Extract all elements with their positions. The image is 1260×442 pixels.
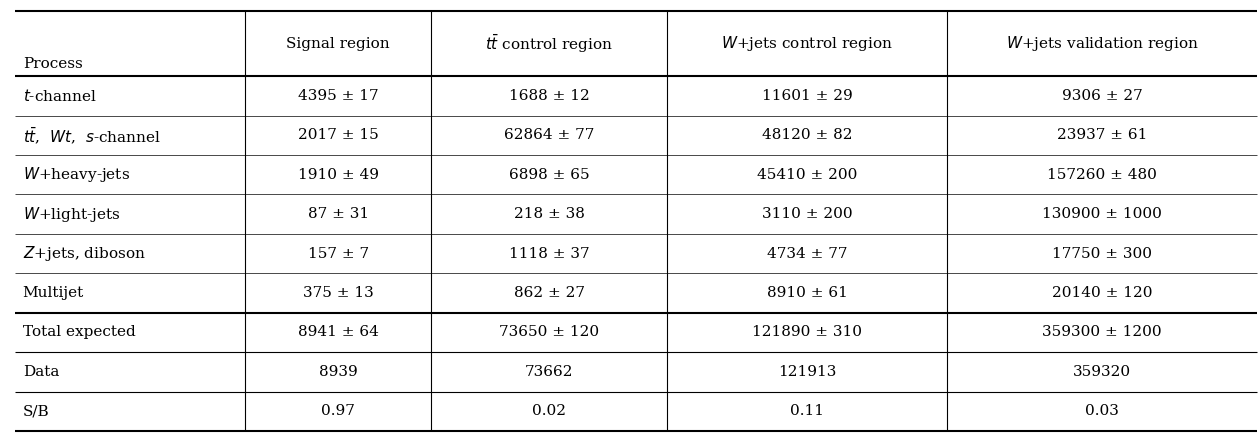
Text: $W$+jets validation region: $W$+jets validation region <box>1005 34 1198 53</box>
Text: 8910 ± 61: 8910 ± 61 <box>766 286 848 300</box>
Text: $Z$+jets, diboson: $Z$+jets, diboson <box>23 244 146 263</box>
Text: 45410 ± 200: 45410 ± 200 <box>757 168 857 182</box>
Text: 62864 ± 77: 62864 ± 77 <box>504 128 595 142</box>
Text: 0.97: 0.97 <box>321 404 355 418</box>
Text: 862 ± 27: 862 ± 27 <box>514 286 585 300</box>
Text: 0.02: 0.02 <box>532 404 566 418</box>
Text: $t$-channel: $t$-channel <box>23 88 96 104</box>
Text: 73662: 73662 <box>525 365 573 379</box>
Text: Data: Data <box>23 365 59 379</box>
Text: 73650 ± 120: 73650 ± 120 <box>499 325 600 339</box>
Text: 157260 ± 480: 157260 ± 480 <box>1047 168 1157 182</box>
Text: S/B: S/B <box>23 404 49 418</box>
Text: 375 ± 13: 375 ± 13 <box>302 286 373 300</box>
Text: 20140 ± 120: 20140 ± 120 <box>1052 286 1153 300</box>
Text: Signal region: Signal region <box>286 37 389 50</box>
Text: 121913: 121913 <box>777 365 837 379</box>
Text: $W$+light-jets: $W$+light-jets <box>23 205 120 224</box>
Text: 1910 ± 49: 1910 ± 49 <box>297 168 379 182</box>
Text: 1118 ± 37: 1118 ± 37 <box>509 247 590 260</box>
Text: 4734 ± 77: 4734 ± 77 <box>767 247 848 260</box>
Text: 48120 ± 82: 48120 ± 82 <box>762 128 852 142</box>
Text: 17750 ± 300: 17750 ± 300 <box>1052 247 1152 260</box>
Text: 130900 ± 1000: 130900 ± 1000 <box>1042 207 1162 221</box>
Text: 3110 ± 200: 3110 ± 200 <box>762 207 853 221</box>
Text: 0.03: 0.03 <box>1085 404 1119 418</box>
Text: Total expected: Total expected <box>23 325 135 339</box>
Text: 8941 ± 64: 8941 ± 64 <box>297 325 378 339</box>
Text: 87 ± 31: 87 ± 31 <box>307 207 369 221</box>
Text: 218 ± 38: 218 ± 38 <box>514 207 585 221</box>
Text: $t\bar{t}$,  $Wt$,  $s$-channel: $t\bar{t}$, $Wt$, $s$-channel <box>23 125 160 145</box>
Text: 0.11: 0.11 <box>790 404 824 418</box>
Text: 9306 ± 27: 9306 ± 27 <box>1062 89 1143 103</box>
Text: Process: Process <box>23 57 82 71</box>
Text: 6898 ± 65: 6898 ± 65 <box>509 168 590 182</box>
Text: $t\bar{t}$ control region: $t\bar{t}$ control region <box>485 33 614 55</box>
Text: 2017 ± 15: 2017 ± 15 <box>297 128 378 142</box>
Text: 11601 ± 29: 11601 ± 29 <box>762 89 853 103</box>
Text: 8939: 8939 <box>319 365 358 379</box>
Text: $W$+heavy-jets: $W$+heavy-jets <box>23 165 130 184</box>
Text: 121890 ± 310: 121890 ± 310 <box>752 325 862 339</box>
Text: Multijet: Multijet <box>23 286 84 300</box>
Text: 157 ± 7: 157 ± 7 <box>307 247 369 260</box>
Text: 4395 ± 17: 4395 ± 17 <box>297 89 378 103</box>
Text: 359300 ± 1200: 359300 ± 1200 <box>1042 325 1162 339</box>
Text: $W$+jets control region: $W$+jets control region <box>721 34 893 53</box>
Text: 23937 ± 61: 23937 ± 61 <box>1057 128 1148 142</box>
Text: 1688 ± 12: 1688 ± 12 <box>509 89 590 103</box>
Text: 359320: 359320 <box>1074 365 1131 379</box>
